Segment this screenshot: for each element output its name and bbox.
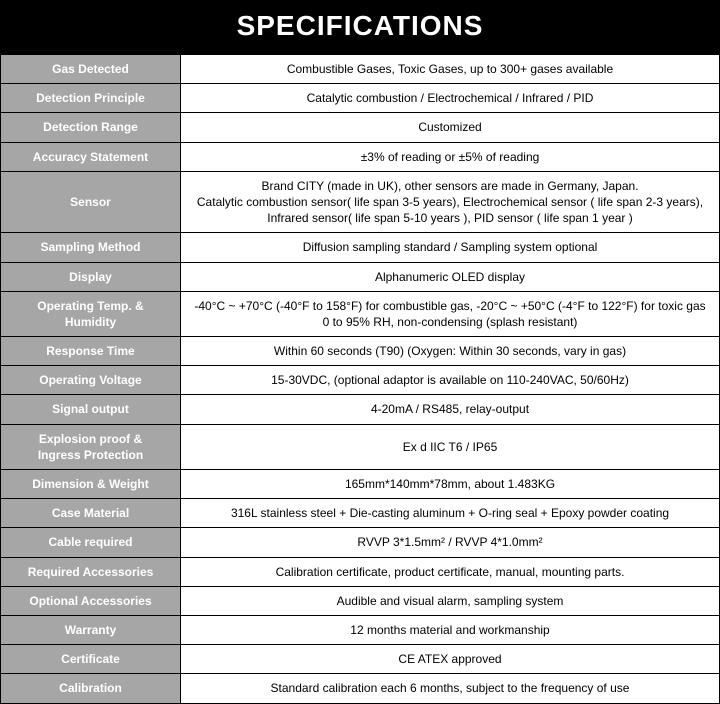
- spec-value: Alphanumeric OLED display: [181, 262, 720, 291]
- spec-table: Gas DetectedCombustible Gases, Toxic Gas…: [0, 54, 720, 704]
- spec-value: 316L stainless steel + Die-casting alumi…: [181, 499, 720, 528]
- spec-value: 12 months material and workmanship: [181, 615, 720, 644]
- spec-value: -40°C ~ +70°C (-40°F to 158°F) for combu…: [181, 291, 720, 336]
- spec-value: 165mm*140mm*78mm, about 1.483KG: [181, 470, 720, 499]
- table-row: Signal output4-20mA / RS485, relay-outpu…: [1, 395, 720, 424]
- spec-label: Warranty: [1, 615, 181, 644]
- table-row: Operating Temp. & Humidity-40°C ~ +70°C …: [1, 291, 720, 336]
- spec-value: Ex d IIC T6 / IP65: [181, 424, 720, 469]
- table-row: Detection RangeCustomized: [1, 113, 720, 142]
- spec-label: Detection Range: [1, 113, 181, 142]
- table-row: Response TimeWithin 60 seconds (T90) (Ox…: [1, 337, 720, 366]
- spec-value: Catalytic combustion / Electrochemical /…: [181, 84, 720, 113]
- spec-label: Signal output: [1, 395, 181, 424]
- table-row: Required AccessoriesCalibration certific…: [1, 557, 720, 586]
- spec-label: Cable required: [1, 528, 181, 557]
- spec-value: Audible and visual alarm, sampling syste…: [181, 586, 720, 615]
- spec-value: Standard calibration each 6 months, subj…: [181, 674, 720, 703]
- spec-value: Customized: [181, 113, 720, 142]
- spec-label: Optional Accessories: [1, 586, 181, 615]
- spec-value: ±3% of reading or ±5% of reading: [181, 142, 720, 171]
- spec-value: Combustible Gases, Toxic Gases, up to 30…: [181, 55, 720, 84]
- spec-label: Gas Detected: [1, 55, 181, 84]
- table-row: Accuracy Statement±3% of reading or ±5% …: [1, 142, 720, 171]
- table-row: SensorBrand CITY (made in UK), other sen…: [1, 171, 720, 233]
- spec-label: Calibration: [1, 674, 181, 703]
- table-row: Case Material316L stainless steel + Die-…: [1, 499, 720, 528]
- table-row: Optional AccessoriesAudible and visual a…: [1, 586, 720, 615]
- table-row: DisplayAlphanumeric OLED display: [1, 262, 720, 291]
- spec-value: Calibration certificate, product certifi…: [181, 557, 720, 586]
- spec-value: 15-30VDC, (optional adaptor is available…: [181, 366, 720, 395]
- table-row: Operating Voltage15-30VDC, (optional ada…: [1, 366, 720, 395]
- table-row: Warranty12 months material and workmansh…: [1, 615, 720, 644]
- spec-label: Sensor: [1, 171, 181, 233]
- spec-value: CE ATEX approved: [181, 645, 720, 674]
- spec-label: Explosion proof & Ingress Protection: [1, 424, 181, 469]
- spec-value: 4-20mA / RS485, relay-output: [181, 395, 720, 424]
- table-row: CalibrationStandard calibration each 6 m…: [1, 674, 720, 703]
- spec-label: Display: [1, 262, 181, 291]
- spec-label: Detection Principle: [1, 84, 181, 113]
- table-row: Dimension & Weight165mm*140mm*78mm, abou…: [1, 470, 720, 499]
- spec-value: Diffusion sampling standard / Sampling s…: [181, 233, 720, 262]
- table-row: CertificateCE ATEX approved: [1, 645, 720, 674]
- spec-value: RVVP 3*1.5mm² / RVVP 4*1.0mm²: [181, 528, 720, 557]
- spec-value: Brand CITY (made in UK), other sensors a…: [181, 171, 720, 233]
- table-row: Detection PrincipleCatalytic combustion …: [1, 84, 720, 113]
- spec-label: Operating Voltage: [1, 366, 181, 395]
- spec-label: Operating Temp. & Humidity: [1, 291, 181, 336]
- spec-label: Case Material: [1, 499, 181, 528]
- spec-label: Dimension & Weight: [1, 470, 181, 499]
- spec-label: Required Accessories: [1, 557, 181, 586]
- table-row: Cable requiredRVVP 3*1.5mm² / RVVP 4*1.0…: [1, 528, 720, 557]
- table-row: Sampling MethodDiffusion sampling standa…: [1, 233, 720, 262]
- table-row: Gas DetectedCombustible Gases, Toxic Gas…: [1, 55, 720, 84]
- page-title: SPECIFICATIONS: [0, 0, 720, 54]
- spec-value: Within 60 seconds (T90) (Oxygen: Within …: [181, 337, 720, 366]
- spec-label: Sampling Method: [1, 233, 181, 262]
- spec-label: Response Time: [1, 337, 181, 366]
- spec-label: Certificate: [1, 645, 181, 674]
- table-row: Explosion proof & Ingress ProtectionEx d…: [1, 424, 720, 469]
- spec-label: Accuracy Statement: [1, 142, 181, 171]
